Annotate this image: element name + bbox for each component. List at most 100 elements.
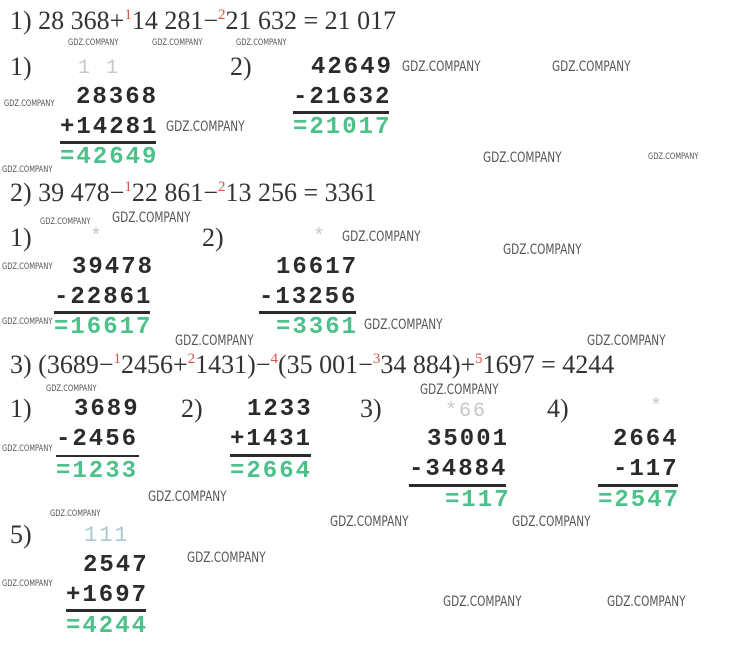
operand-2: -22861 — [54, 284, 153, 311]
operand-1: 1233 — [247, 396, 313, 423]
operand-1: 28368 — [76, 84, 159, 111]
watermark: GDZ.COMPANY — [402, 59, 481, 75]
watermark: GDZ.COMPANY — [175, 333, 254, 349]
equation-text: 14 281− — [131, 6, 218, 35]
equation-text: 3) (3689− — [10, 350, 114, 379]
watermark: GDZ.COMPANY — [166, 119, 245, 135]
step-label: 1) — [10, 394, 32, 423]
equation-text: 1431)− — [195, 350, 271, 379]
step-label: 1) — [10, 52, 32, 81]
operand-2: -2456 — [56, 426, 139, 453]
operand-1: 3689 — [74, 396, 140, 423]
watermark: GDZ.COMPANY — [2, 317, 53, 327]
carry-marks: * — [650, 396, 665, 419]
watermark: GDZ.COMPANY — [236, 38, 287, 48]
result: =16617 — [54, 314, 153, 341]
step-label: 2) — [181, 394, 203, 423]
watermark: GDZ.COMPANY — [152, 38, 203, 48]
equation-text: 2) 39 478− — [10, 178, 125, 207]
carry-marks: * — [90, 226, 105, 249]
watermark: GDZ.COMPANY — [512, 514, 591, 530]
watermark: GDZ.COMPANY — [503, 242, 582, 258]
watermark: GDZ.COMPANY — [364, 317, 443, 333]
operand-2: -34884 — [409, 456, 508, 483]
operand-2: -117 — [613, 456, 679, 483]
equation-text: 2456+ — [120, 350, 188, 379]
equation-1: 1) 28 368+114 281−221 632 = 21 017 — [10, 6, 396, 36]
result: =117 — [445, 487, 511, 514]
watermark: GDZ.COMPANY — [342, 229, 421, 245]
result: =2547 — [598, 487, 681, 514]
operand-1: 16617 — [276, 254, 359, 281]
operand-2: -21632 — [293, 84, 392, 111]
equation-text: 21 632 = 21 017 — [225, 6, 397, 35]
sum-line — [54, 311, 150, 314]
watermark: GDZ.COMPANY — [40, 217, 91, 227]
watermark: GDZ.COMPANY — [50, 509, 101, 519]
step-label: 2) — [230, 52, 252, 81]
carry-superscript: 1 — [124, 7, 132, 23]
equation-text: 22 861− — [131, 178, 218, 207]
watermark: GDZ.COMPANY — [2, 444, 53, 454]
sum-line — [56, 455, 139, 457]
sum-line — [598, 484, 678, 487]
operand-1: 42649 — [311, 54, 394, 81]
result: =2664 — [230, 458, 313, 485]
watermark: GDZ.COMPANY — [483, 150, 562, 166]
carry-marks: * — [313, 226, 328, 249]
result: =21017 — [293, 114, 392, 141]
equation-text: (35 001− — [277, 350, 373, 379]
carry-superscript: 2 — [218, 7, 226, 23]
step-label: 5) — [10, 520, 32, 549]
carry-superscript: 2 — [218, 179, 226, 195]
result: =3361 — [276, 314, 359, 341]
watermark: GDZ.COMPANY — [2, 579, 53, 589]
step-label: 1) — [10, 223, 32, 252]
operand-1: 2664 — [613, 426, 679, 453]
watermark: GDZ.COMPANY — [2, 262, 53, 272]
operand-2: +1697 — [66, 582, 149, 609]
result: =42649 — [60, 144, 159, 171]
sum-line — [60, 141, 156, 144]
carry-superscript: 2 — [187, 351, 196, 367]
carry-superscript: 1 — [124, 179, 132, 195]
watermark: GDZ.COMPANY — [607, 594, 686, 610]
carry-marks: *66 — [445, 400, 488, 423]
carry-superscript: 5 — [475, 351, 483, 367]
step-label: 2) — [202, 223, 224, 252]
carry-superscript: 3 — [372, 351, 381, 367]
sum-line — [293, 111, 389, 114]
watermark: GDZ.COMPANY — [648, 152, 699, 162]
sum-line — [259, 311, 356, 314]
step-label: 3) — [360, 394, 382, 423]
sum-line — [409, 484, 506, 487]
operand-1: 35001 — [427, 426, 510, 453]
sum-line — [230, 454, 311, 457]
operand-2: -13256 — [259, 284, 358, 311]
watermark: GDZ.COMPANY — [552, 59, 631, 75]
operand-2: +14281 — [60, 114, 159, 141]
equation-2: 2) 39 478−122 861−213 256 = 3361 — [10, 178, 377, 208]
watermark: GDZ.COMPANY — [46, 384, 97, 394]
result: =4244 — [66, 613, 149, 640]
watermark: GDZ.COMPANY — [68, 38, 119, 48]
step-label: 4) — [547, 394, 569, 423]
watermark: GDZ.COMPANY — [330, 514, 409, 530]
equation-text: 1) 28 368+ — [10, 6, 125, 35]
watermark: GDZ.COMPANY — [112, 210, 191, 226]
watermark: GDZ.COMPANY — [187, 550, 266, 566]
watermark: GDZ.COMPANY — [2, 165, 53, 175]
sum-line — [66, 609, 146, 612]
operand-1: 39478 — [72, 254, 155, 281]
equation-text: 13 256 = 3361 — [225, 178, 377, 207]
watermark: GDZ.COMPANY — [443, 594, 522, 610]
equation-3: 3) (3689−12456+21431)−4(35 001−334 884)+… — [10, 350, 614, 380]
watermark: GDZ.COMPANY — [587, 333, 666, 349]
equation-text: 1697 = 4244 — [482, 350, 615, 379]
watermark: GDZ.COMPANY — [4, 99, 55, 109]
carry-superscript: 4 — [270, 351, 278, 367]
carry-superscript: 1 — [113, 351, 121, 367]
operand-2: +1431 — [230, 426, 313, 453]
equation-text: 34 884)+ — [380, 350, 476, 379]
